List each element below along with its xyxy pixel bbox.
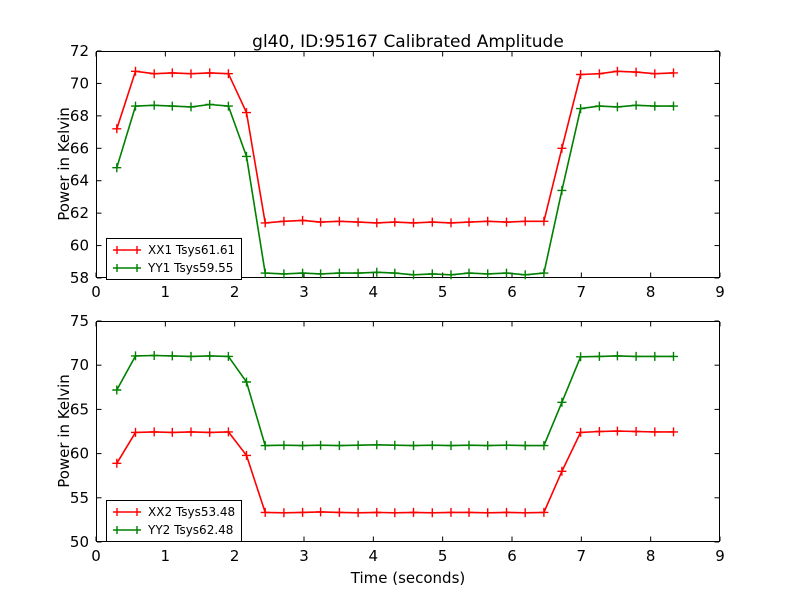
series-markers-1 (112, 100, 678, 280)
y-tick-label: 55 (70, 489, 89, 507)
legend-label-yy2: YY2 Tsys62.48 (148, 523, 234, 537)
x-tick-label: 3 (299, 283, 309, 301)
x-tick-label: 9 (715, 283, 725, 301)
x-tick-label: 6 (507, 283, 517, 301)
y-tick-label: 62 (70, 204, 89, 222)
x-tick-label: 1 (161, 547, 171, 565)
x-tick-label: 7 (577, 283, 587, 301)
top-plot-axes: 0 1 2 3 4 5 6 7 8 9 58 60 62 64 66 68 70 72 (70, 42, 725, 301)
legend-label-yy1: YY1 Tsys59.55 (148, 261, 234, 275)
y-tick-label: 70 (70, 356, 89, 374)
y-tick-label: 68 (70, 107, 89, 125)
y-tick-label: 66 (70, 139, 89, 157)
x-tick-label: 5 (438, 547, 448, 565)
x-tick-label: 3 (299, 547, 309, 565)
legend-entry-yy1: YY1 Tsys59.55 (112, 260, 235, 276)
x-tick-label: 2 (230, 283, 240, 301)
y-tick-label: 58 (70, 269, 89, 287)
y-tick-label: 50 (70, 533, 89, 551)
x-tick-label: 0 (91, 283, 101, 301)
axes-frame (96, 51, 720, 278)
top-plot-legend: XX1 Tsys61.61 YY1 Tsys59.55 (106, 238, 243, 280)
legend-entry-xx2: XX2 Tsys53.48 (112, 504, 235, 520)
x-tick-label: 8 (646, 283, 656, 301)
x-axis-label: Time (seconds) (350, 569, 466, 587)
y-tick-label: 60 (70, 237, 89, 255)
series-line-0 (116, 70, 674, 224)
y-tick-label: 64 (70, 172, 89, 190)
legend-line-sample-green (113, 526, 141, 534)
x-tick-label: 4 (369, 283, 379, 301)
bottom-plot-legend: XX2 Tsys53.48 YY2 Tsys62.48 (106, 500, 243, 542)
x-tick-label: 2 (230, 547, 240, 565)
y-tick-label: 70 (70, 74, 89, 92)
y-tick-label: 65 (70, 400, 89, 418)
x-tick-label: 8 (646, 547, 656, 565)
x-tick-label: 1 (161, 283, 171, 301)
legend-label-xx1: XX1 Tsys61.61 (148, 243, 236, 257)
bottom-plot-ylabel: Power in Kelvin (55, 374, 73, 488)
x-tick-label: 7 (577, 547, 587, 565)
bottom-plot-axes: 0 1 2 3 4 5 6 7 8 9 50 55 60 65 70 75 (70, 312, 725, 565)
x-tick-label: 6 (507, 547, 517, 565)
legend-line-sample-red (113, 508, 141, 516)
legend-line-sample-green (113, 264, 141, 272)
y-tick-label: 75 (70, 312, 89, 330)
legend-entry-yy2: YY2 Tsys62.48 (112, 522, 235, 538)
x-tick-label: 0 (91, 547, 101, 565)
x-tick-label: 9 (715, 547, 725, 565)
series-markers-0 (112, 66, 678, 228)
x-tick-label: 4 (369, 547, 379, 565)
legend-label-xx2: XX2 Tsys53.48 (148, 505, 236, 519)
y-tick-label: 60 (70, 445, 89, 463)
chart-title: gl40, ID:95167 Calibrated Amplitude (252, 32, 564, 52)
axes-frame (96, 321, 720, 542)
x-tick-label: 5 (438, 283, 448, 301)
series-markers-0 (112, 426, 678, 518)
legend-entry-xx1: XX1 Tsys61.61 (112, 242, 235, 258)
series-markers-1 (112, 351, 678, 451)
y-tick-label: 72 (70, 42, 89, 60)
legend-line-sample-red (113, 246, 141, 254)
top-plot-ylabel: Power in Kelvin (55, 107, 73, 221)
